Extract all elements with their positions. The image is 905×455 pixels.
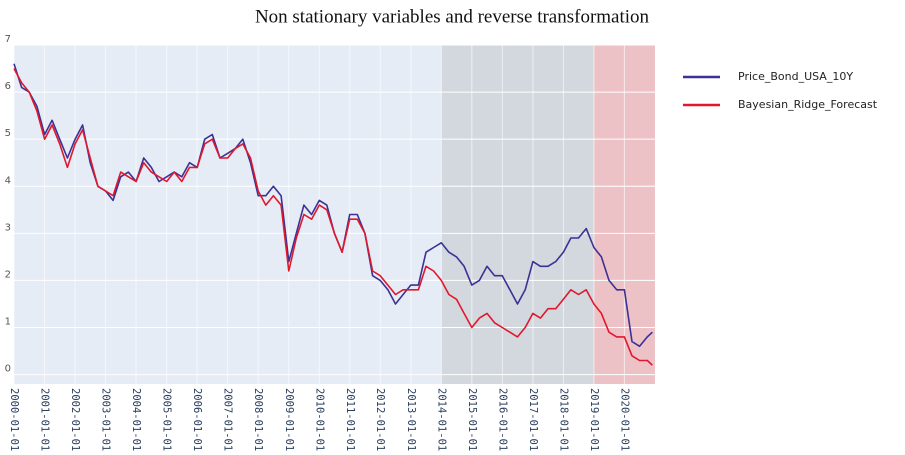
x-tick-label: 2016-01-01 [496,388,508,451]
x-tick-label: 2008-01-01 [252,388,264,451]
x-tick-label: 2011-01-01 [344,388,356,451]
shaded-region [441,45,594,384]
x-tick-label: 2009-01-01 [283,388,295,451]
chart-title: Non stationary variables and reverse tra… [255,6,650,27]
x-tick-label: 2017-01-01 [527,388,539,451]
x-tick-label: 2007-01-01 [222,388,234,451]
x-tick-label: 2018-01-01 [557,388,569,451]
legend-label: Price_Bond_USA_10Y [738,70,853,83]
x-tick-label: 2002-01-01 [69,388,81,451]
x-tick-label: 2015-01-01 [466,388,478,451]
y-tick-label: 7 [5,34,11,45]
x-tick-label: 2013-01-01 [405,388,417,451]
x-tick-label: 2001-01-01 [39,388,51,451]
x-tick-label: 2020-01-01 [618,388,630,451]
y-tick-label: 1 [5,317,11,328]
series-line [13,68,653,366]
x-tick-label: 2012-01-01 [374,388,386,451]
y-tick-label: 2 [5,269,11,280]
y-tick-label: 5 [5,128,11,139]
x-tick-label: 2000-01-01 [8,388,20,451]
x-tick-label: 2019-01-01 [588,388,600,451]
y-tick-label: 4 [5,175,11,186]
y-tick-label: 6 [5,81,11,92]
x-tick-label: 2003-01-01 [100,388,112,451]
x-tick-label: 2004-01-01 [130,388,142,451]
y-tick-label: 0 [5,364,11,375]
x-tick-label: 2014-01-01 [435,388,447,451]
x-tick-label: 2005-01-01 [161,388,173,451]
x-tick-label: 2010-01-01 [313,388,325,451]
x-tick-label: 2006-01-01 [191,388,203,451]
y-tick-label: 3 [5,222,11,233]
legend-label: Bayesian_Ridge_Forecast [738,98,878,111]
